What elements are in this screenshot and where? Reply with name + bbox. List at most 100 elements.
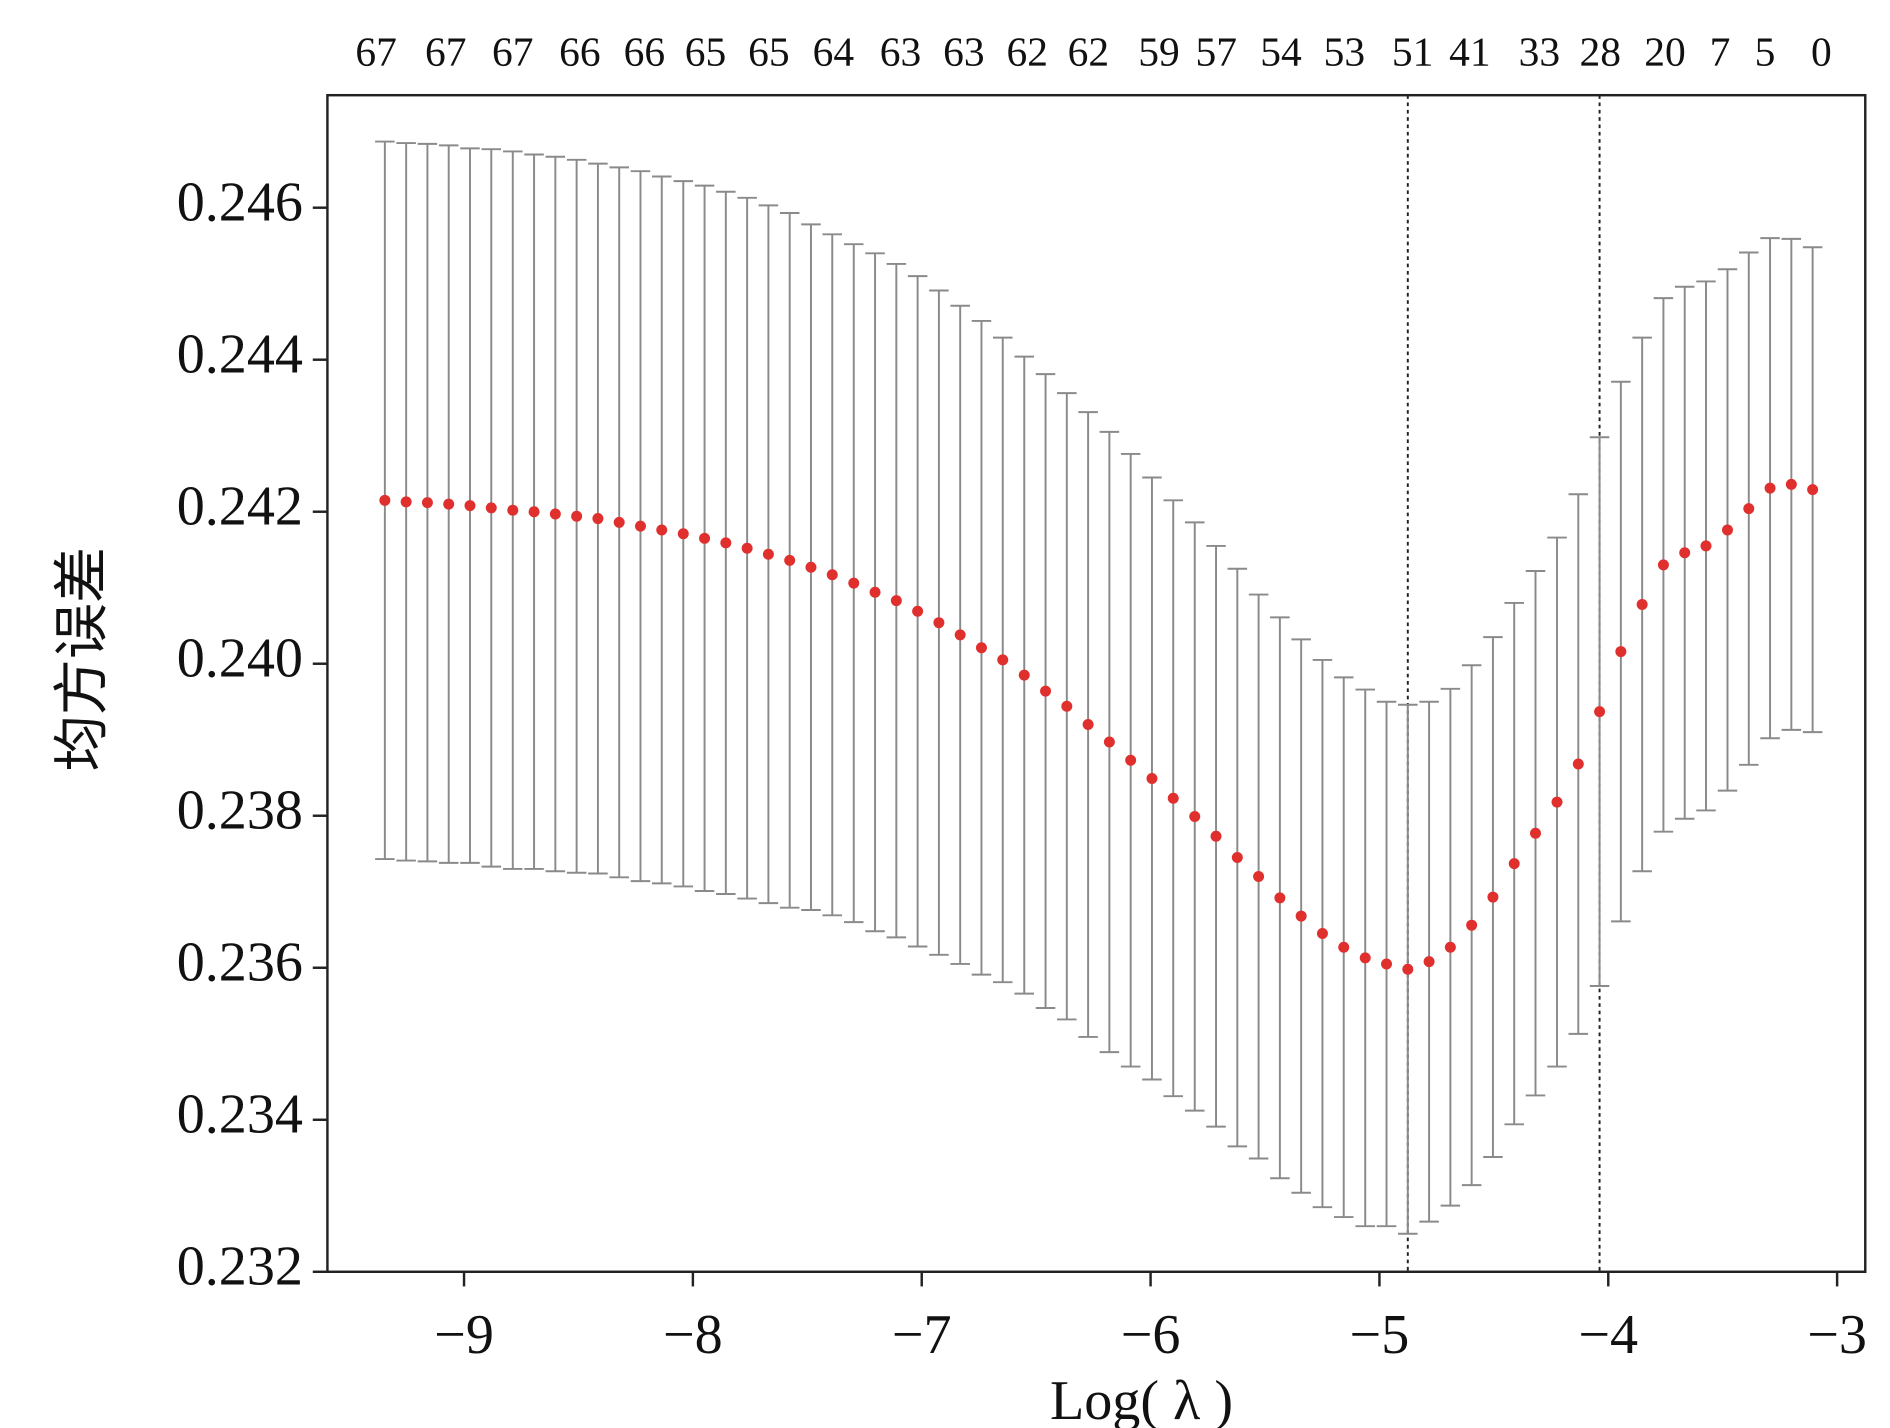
top-axis-label: 62 [1006,29,1047,75]
data-point [1167,792,1179,804]
data-point [464,500,476,512]
top-axis-label: 0 [1811,29,1832,75]
data-point [677,528,689,540]
data-point [912,605,924,617]
data-point [634,520,646,532]
data-point [1359,952,1371,964]
data-point [571,510,583,522]
top-axis-label: 63 [880,29,921,75]
data-point [528,506,540,518]
data-point [1381,958,1393,970]
data-point [762,548,774,560]
data-point [1636,598,1648,610]
top-axis-label: 20 [1644,29,1685,75]
data-point [1146,773,1158,784]
data-point [1061,700,1073,712]
data-point [890,595,902,607]
data-point [656,524,668,536]
top-axis-label: 66 [624,29,665,75]
data-point [1231,852,1243,864]
data-point [826,569,838,581]
data-point [1018,669,1030,681]
top-axis-label: 51 [1392,29,1433,75]
top-axis-label: 62 [1068,29,1109,75]
data-point [1785,478,1797,490]
x-tick-label: −7 [892,1304,952,1366]
data-point [1743,503,1755,515]
data-point [1487,891,1499,903]
data-point [784,554,796,566]
data-point [1402,963,1414,975]
data-point [1295,910,1307,922]
data-point [720,537,732,549]
data-point [1466,919,1478,931]
y-tick-label: 0.240 [177,628,303,690]
data-point [1530,827,1541,839]
top-axis-label: 66 [559,29,600,75]
data-point [1508,858,1520,870]
top-axis-label: 67 [355,29,396,75]
data-point [507,504,519,516]
data-point [805,561,817,573]
data-point [443,498,455,510]
top-axis-label: 67 [425,29,466,75]
top-axis-label: 7 [1710,29,1731,75]
data-point [1274,892,1286,904]
data-point [421,497,433,509]
data-point [1210,830,1222,842]
x-axis-label: Log( λ ) [1050,1370,1233,1428]
top-axis-label: 33 [1519,29,1560,75]
data-point [1316,928,1328,940]
data-point [1040,685,1052,697]
data-point [379,494,391,506]
y-axis-label: 均方误差 [52,547,114,772]
top-axis-label: 28 [1580,29,1621,75]
data-point [400,496,412,508]
data-point [954,629,966,641]
data-point [592,513,604,525]
y-tick-label: 0.242 [177,476,303,538]
top-axis-label: 65 [748,29,789,75]
data-point [848,577,860,589]
data-point [1125,754,1137,766]
data-point [1444,941,1456,953]
top-axis-label: 67 [492,29,533,75]
top-axis-label: 54 [1260,29,1302,75]
data-point [1764,482,1776,494]
y-tick-label: 0.244 [177,324,303,386]
data-point [549,508,561,520]
x-tick-label: −4 [1578,1304,1638,1366]
data-point [1338,941,1350,953]
top-axis-label: 63 [943,29,984,75]
y-tick-label: 0.236 [177,932,303,994]
top-axis-label: 57 [1196,29,1237,75]
data-point [997,654,1009,666]
data-point [1551,796,1563,808]
y-tick-label: 0.232 [177,1236,303,1298]
y-tick-label: 0.246 [177,172,303,234]
data-point [485,502,497,514]
data-point [1189,811,1201,822]
top-axis-label: 5 [1755,29,1776,75]
y-tick-label: 0.238 [177,780,303,842]
data-point [1423,956,1435,968]
x-tick-label: −9 [434,1304,494,1366]
data-point [1082,719,1094,731]
top-axis-label: 41 [1449,29,1490,75]
y-tick-label: 0.234 [177,1084,303,1146]
top-axis-label: 65 [685,29,726,75]
data-point [1722,524,1733,536]
data-point [869,586,881,598]
data-point [741,542,753,554]
x-tick-label: −3 [1807,1304,1867,1366]
x-tick-label: −6 [1121,1304,1181,1366]
data-point [1657,559,1669,571]
top-axis-label: 59 [1138,29,1179,75]
data-point [1594,706,1606,718]
data-point [1615,646,1627,658]
data-point [1253,871,1265,883]
data-point [933,617,945,629]
data-point [1572,758,1584,770]
